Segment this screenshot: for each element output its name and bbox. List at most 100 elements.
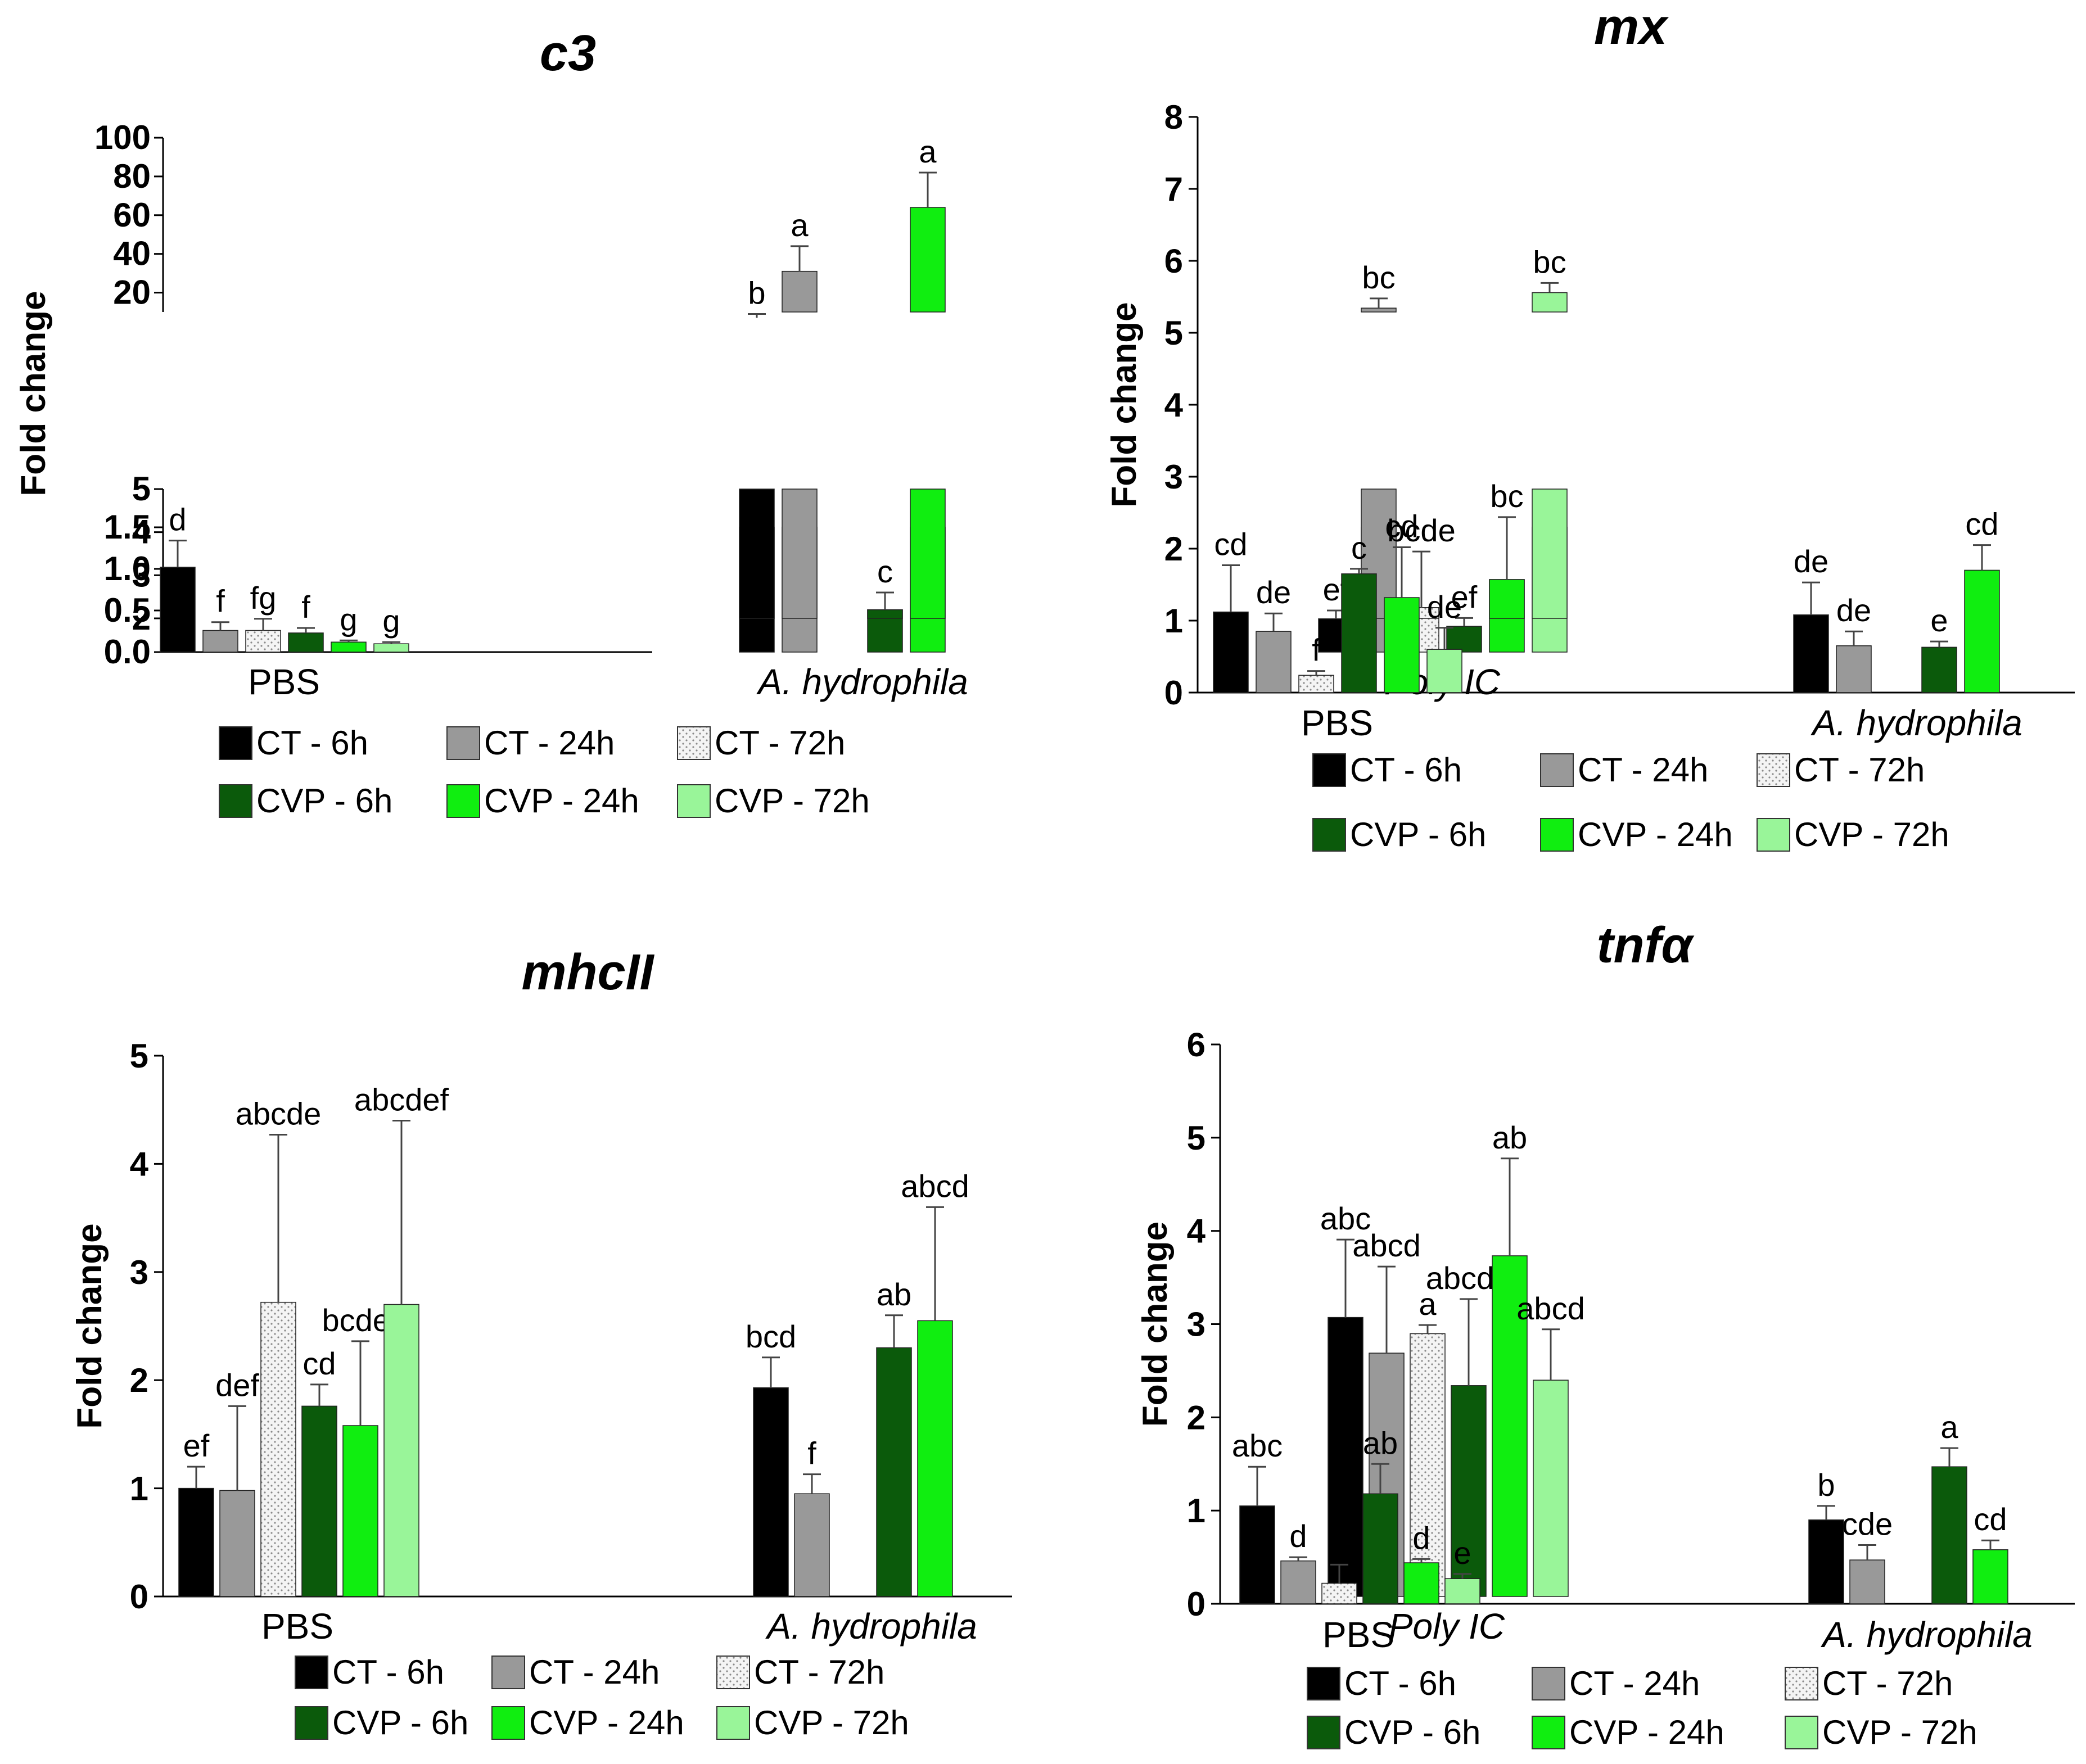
bar [342, 1425, 378, 1597]
significance-letter: cd [1965, 506, 1998, 542]
legend-swatch [295, 1706, 328, 1740]
significance-letter: bcde [1387, 513, 1455, 548]
y-tick-label: 6 [1187, 1026, 1205, 1064]
category-label: A. hydrophila [1810, 703, 2022, 743]
y-tick-label: 3 [132, 556, 151, 594]
y-tick-label: 4 [1187, 1213, 1206, 1250]
bar [1972, 1549, 2008, 1604]
chart-title: mhcII [521, 944, 654, 1001]
legend-label: CVP - 6h [1344, 1713, 1480, 1751]
legend-label: CT - 24h [1578, 751, 1708, 789]
significance-letter: b [748, 275, 765, 310]
bar [1931, 1466, 1967, 1604]
y-tick-label: 1 [1164, 602, 1183, 640]
significance-letter: cd [1385, 508, 1418, 544]
category-label: PBS [1322, 1614, 1394, 1655]
legend-label: CT - 6h [256, 724, 368, 762]
legend-swatch [677, 784, 711, 818]
bar [1808, 1519, 1844, 1604]
y-tick-label: 4 [1164, 386, 1184, 424]
y-tick-label: 0 [130, 1578, 148, 1616]
y-tick-label: 3 [1164, 458, 1183, 496]
legend-swatch [1532, 1716, 1565, 1749]
legend-label: CVP - 72h [1822, 1713, 1977, 1751]
significance-letter: abcd [1352, 1228, 1420, 1263]
bar [1256, 631, 1292, 693]
legend-label: CVP - 24h [1578, 816, 1733, 853]
significance-letter: a [1940, 1409, 1958, 1445]
legend-swatch [1307, 1716, 1340, 1749]
bar [1280, 1560, 1316, 1604]
bar [1921, 646, 1957, 693]
bar [794, 1493, 830, 1597]
legend-label: CT - 72h [1822, 1665, 1953, 1702]
bar [1410, 1333, 1446, 1597]
legend-swatch [295, 1656, 328, 1689]
legend-swatch [219, 784, 252, 818]
bar [782, 489, 818, 619]
legend-swatch [716, 1656, 750, 1689]
significance-letter: bc [1533, 244, 1566, 279]
bar [1533, 1379, 1569, 1597]
legend-swatch [1757, 818, 1790, 852]
bar [1321, 1582, 1357, 1604]
significance-letter: g [382, 603, 400, 639]
y-tick-label: 2 [130, 1362, 148, 1399]
y-axis-label: Fold change [14, 291, 53, 496]
chart-title: mx [1594, 0, 1669, 55]
significance-letter: f [216, 584, 225, 619]
y-tick-label: 60 [113, 196, 151, 234]
significance-letter: f [1312, 632, 1321, 668]
bar [1239, 1505, 1275, 1604]
category-label: Poly IC [1389, 1606, 1505, 1647]
y-tick-label: 1 [1187, 1492, 1205, 1530]
bar [1362, 1493, 1398, 1604]
legend-label: CT - 72h [715, 724, 845, 762]
significance-letter: bc [1362, 260, 1395, 295]
bar [1328, 1317, 1363, 1597]
bar [1403, 1562, 1439, 1604]
legend-swatch [1540, 753, 1574, 787]
y-tick-label: 40 [113, 235, 151, 273]
significance-letter: cde [1842, 1507, 1893, 1542]
significance-letter: de [1794, 544, 1828, 579]
y-tick-label: 100 [94, 119, 151, 156]
significance-letter: abcd [901, 1168, 969, 1204]
bar [1361, 307, 1397, 313]
significance-letter: def [215, 1367, 259, 1403]
significance-letter: de [1836, 592, 1871, 628]
y-tick-label: 8 [1164, 98, 1183, 136]
legend-label: CT - 6h [1344, 1665, 1456, 1702]
y-axis-label: Fold change [1136, 1222, 1175, 1427]
significance-letter: abcde [236, 1096, 322, 1131]
significance-letter: ab [1492, 1120, 1527, 1155]
significance-letter: abcd [1516, 1291, 1584, 1326]
legend-swatch [1785, 1716, 1818, 1749]
y-tick-label: 0 [1187, 1585, 1205, 1623]
legend-swatch [491, 1656, 525, 1689]
y-tick-label: 0 [1164, 674, 1183, 712]
bar [219, 1490, 255, 1597]
legend-swatch [446, 726, 480, 760]
significance-letter: e [1330, 1526, 1348, 1561]
significance-letter: ab [877, 1277, 911, 1312]
bar [160, 567, 196, 653]
bar [1426, 649, 1462, 693]
significance-letter: ef [1451, 579, 1478, 614]
significance-letter: c [877, 554, 893, 589]
category-label: A. hydrophila [765, 1606, 977, 1647]
significance-letter: a [919, 134, 937, 169]
bar [288, 632, 324, 653]
significance-letter: f [807, 1436, 816, 1471]
bar [1836, 645, 1872, 693]
significance-letter: bc [1490, 478, 1523, 514]
significance-letter: fg [250, 580, 277, 616]
legend-label: CVP - 24h [1569, 1713, 1724, 1751]
bar [245, 630, 281, 653]
significance-letter: cd [302, 1346, 336, 1381]
bar [876, 1347, 912, 1597]
y-tick-label: 80 [113, 157, 151, 195]
legend-label: CVP - 72h [1794, 816, 1949, 853]
